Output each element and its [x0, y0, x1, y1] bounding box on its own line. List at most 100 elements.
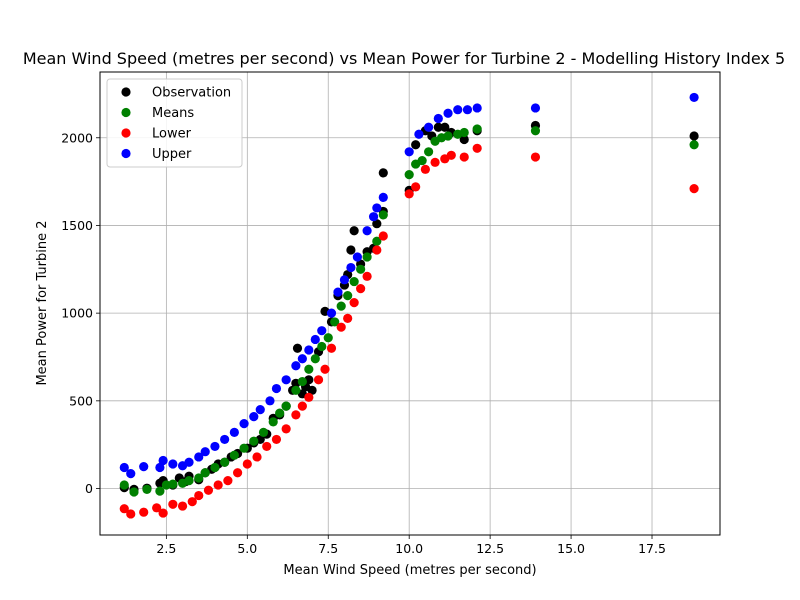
legend-box — [106, 78, 243, 168]
point-lower — [689, 184, 699, 194]
point-upper — [229, 427, 239, 438]
grid-lines — [100, 72, 720, 535]
point-lower — [232, 468, 243, 478]
y-tick-label: 1000 — [61, 306, 93, 321]
point-upper — [194, 452, 204, 462]
point-means — [372, 236, 382, 246]
point-upper — [368, 212, 379, 222]
x-tick-label: 10.0 — [395, 541, 423, 556]
point-means — [459, 127, 469, 138]
point-upper — [304, 345, 314, 355]
point-lower — [356, 283, 366, 294]
point-means — [229, 450, 239, 460]
point-lower — [168, 499, 178, 509]
point-lower — [420, 164, 430, 174]
point-lower — [291, 410, 301, 420]
point-upper — [326, 308, 337, 318]
series-lower — [119, 143, 699, 519]
legend: Observation Means Lower Upper — [106, 78, 243, 168]
plot-area-frame — [99, 71, 721, 536]
legend-label-means: Means — [152, 106, 194, 121]
point-means — [129, 487, 139, 497]
point-lower — [446, 150, 456, 160]
x-tick-label: 2.5 — [156, 541, 176, 556]
point-upper — [155, 462, 165, 473]
x-tick-label: 5.0 — [237, 541, 257, 556]
point-upper — [239, 419, 249, 429]
point-means — [443, 131, 453, 141]
point-observation — [411, 140, 421, 150]
point-lower — [242, 459, 252, 469]
x-tick-label: 15.0 — [557, 541, 585, 556]
point-lower — [362, 271, 372, 281]
point-means — [239, 443, 249, 453]
point-means — [119, 480, 129, 490]
point-means — [404, 169, 414, 180]
point-upper — [472, 103, 482, 113]
point-upper — [281, 375, 291, 385]
point-observation — [459, 134, 469, 145]
point-means — [304, 364, 314, 374]
point-lower — [187, 497, 197, 507]
point-lower — [343, 313, 353, 324]
point-means — [343, 291, 353, 301]
point-lower — [304, 392, 314, 402]
point-observation — [378, 168, 388, 178]
point-means — [168, 479, 178, 489]
point-upper — [362, 226, 372, 236]
point-upper — [271, 383, 282, 394]
point-upper — [352, 252, 362, 262]
point-lower — [158, 508, 168, 518]
point-upper — [310, 334, 320, 345]
point-means — [362, 252, 372, 262]
point-lower — [119, 504, 129, 514]
point-means — [330, 317, 340, 327]
point-lower — [252, 452, 262, 462]
point-means — [689, 140, 699, 150]
legend-label-upper: Upper — [152, 147, 192, 162]
point-lower — [378, 231, 388, 241]
legend-label-observation: Observation — [152, 86, 231, 101]
point-lower — [194, 490, 204, 501]
point-upper — [346, 262, 356, 273]
point-lower — [271, 434, 282, 445]
point-upper — [453, 105, 463, 115]
point-observation — [346, 245, 356, 255]
data-points — [119, 92, 699, 519]
point-upper — [119, 462, 129, 473]
point-means — [336, 301, 346, 311]
point-lower — [281, 424, 291, 434]
point-lower — [177, 501, 188, 511]
point-upper — [433, 113, 443, 124]
point-upper — [168, 459, 178, 469]
point-upper — [158, 455, 168, 466]
point-means — [472, 124, 482, 134]
point-observation — [292, 343, 303, 353]
legend-label-lower: Lower — [152, 127, 192, 142]
point-lower — [530, 152, 541, 162]
point-lower — [126, 509, 136, 519]
point-lower — [411, 182, 421, 192]
y-tick-label: 500 — [69, 393, 93, 408]
x-axis-label: Mean Wind Speed (metres per second) — [283, 563, 536, 578]
legend-marker-upper — [121, 148, 131, 159]
point-means — [310, 354, 320, 364]
chart-title: Mean Wind Speed (metres per second) vs M… — [23, 49, 785, 68]
point-lower — [349, 298, 359, 308]
point-lower — [320, 364, 330, 374]
point-lower — [430, 157, 440, 167]
point-upper — [689, 92, 699, 103]
axis-ticks: 2.5 5.0 7.5 10.0 12.5 15.0 17.5 0 500 1000 1500 200… — [61, 130, 666, 556]
point-lower — [372, 245, 382, 255]
point-means — [210, 462, 220, 473]
point-lower — [223, 476, 233, 486]
point-means — [268, 417, 278, 427]
point-means — [249, 436, 259, 446]
point-means — [291, 385, 301, 395]
point-means — [275, 408, 285, 418]
point-means — [142, 484, 152, 495]
point-means — [417, 155, 427, 166]
legend-marker-means — [121, 107, 131, 118]
point-lower — [404, 189, 414, 199]
